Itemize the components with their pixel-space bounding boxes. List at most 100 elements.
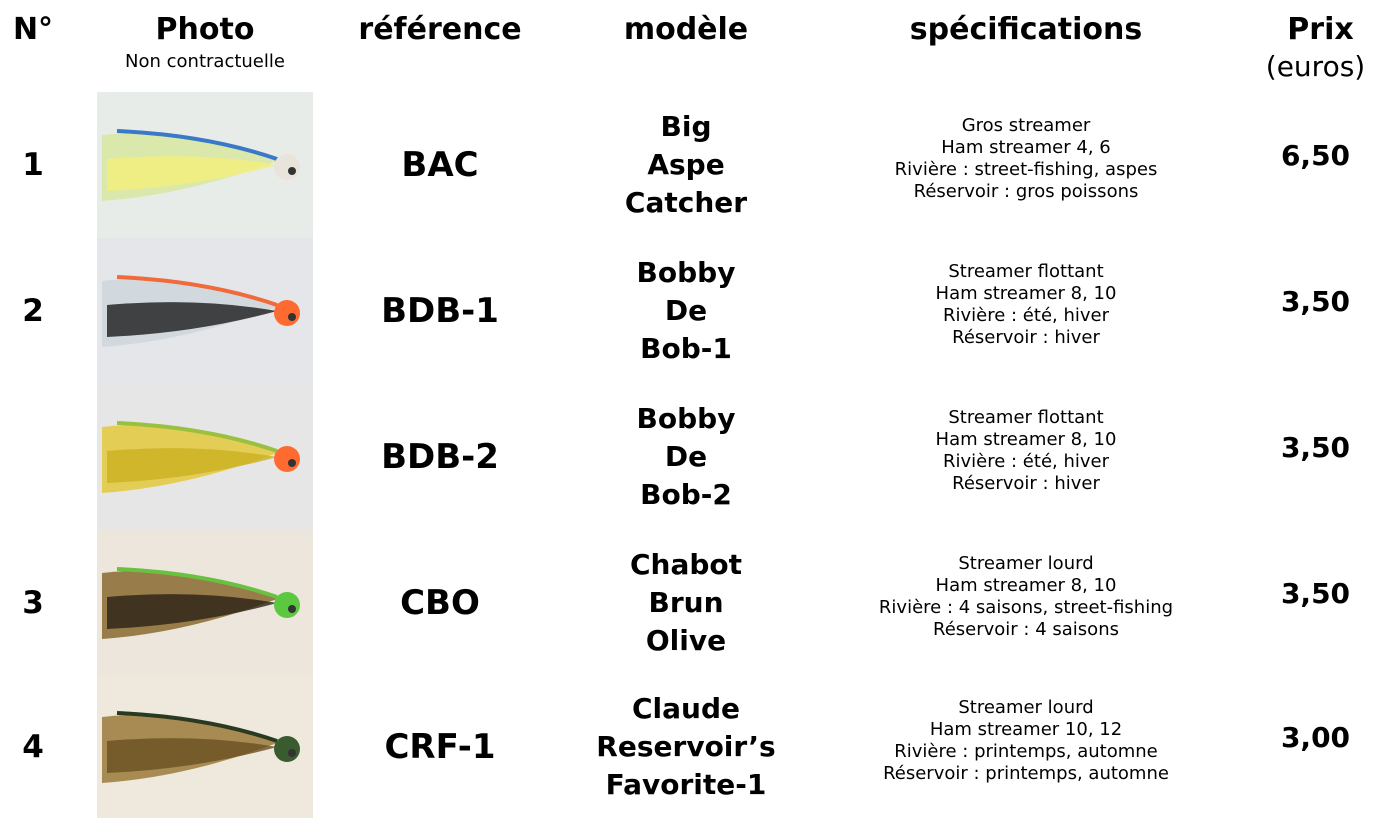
specifications: Streamer flottant Ham streamer 8, 10 Riviè… xyxy=(826,232,1226,378)
header-photo-note: Non contractuelle xyxy=(125,51,285,72)
reference-text: CRF-1 xyxy=(384,727,496,767)
model: Chabot Brun Olive xyxy=(566,530,806,676)
spec-line: Streamer flottant xyxy=(948,261,1104,282)
row-number: 3 xyxy=(0,530,66,676)
spec-line: Streamer lourd xyxy=(958,553,1094,574)
row-number: 4 xyxy=(0,676,66,818)
photo-shape xyxy=(288,459,296,467)
specifications: Gros streamer Ham streamer 4, 6 Rivière : … xyxy=(826,86,1226,232)
reference-text: BAC xyxy=(401,145,479,185)
spec-line: Streamer lourd xyxy=(958,697,1094,718)
photo-shape xyxy=(274,154,300,180)
model-line: Bob-2 xyxy=(640,478,732,511)
photo-shape xyxy=(107,302,277,337)
photo-shape xyxy=(107,738,277,773)
photo-shape xyxy=(288,167,296,175)
price-text: 3,00 xyxy=(1280,720,1351,754)
photo-shape xyxy=(116,567,278,599)
photo-shape xyxy=(288,313,296,321)
photo-shape xyxy=(116,421,278,453)
header-model: modèle xyxy=(623,12,749,47)
photo xyxy=(97,530,313,676)
model-line: Catcher xyxy=(624,186,748,219)
photo-shape xyxy=(274,736,300,762)
model-line: Aspe xyxy=(647,148,725,181)
reference-text: BDB-2 xyxy=(381,437,499,477)
spec-line: Rivière : été, hiver xyxy=(942,451,1109,472)
photo-shape xyxy=(116,711,278,743)
model-line: Chabot xyxy=(629,548,743,581)
specifications: Streamer flottant Ham streamer 8, 10 Riviè… xyxy=(826,378,1226,524)
price: 3,00 xyxy=(1250,666,1381,808)
spec-line: Streamer flottant xyxy=(948,407,1104,428)
reference-text: CBO xyxy=(400,583,480,623)
number-text: 4 xyxy=(22,729,44,765)
specifications: Streamer lourd Ham streamer 10, 12 Rivière… xyxy=(826,670,1226,812)
number-text: 1 xyxy=(22,147,44,183)
header-specifications: spécifications xyxy=(909,12,1143,47)
photo xyxy=(97,238,313,384)
model: Bobby De Bob-2 xyxy=(566,384,806,530)
photo-shape xyxy=(107,156,277,191)
photo xyxy=(97,384,313,530)
model-line: Bob-1 xyxy=(640,332,732,365)
spec-line: Rivière : printemps, automne xyxy=(894,741,1158,762)
photo-shape xyxy=(274,592,300,618)
number-text: 3 xyxy=(22,585,44,621)
spec-line: Ham streamer 10, 12 xyxy=(929,719,1123,740)
reference: CRF-1 xyxy=(340,676,540,818)
model-line: Big xyxy=(660,110,712,143)
model-line: Bobby xyxy=(636,256,736,289)
photo-shape xyxy=(274,446,300,472)
spec-line: Réservoir : hiver xyxy=(952,327,1100,348)
spec-line: Ham streamer 8, 10 xyxy=(935,283,1117,304)
price: 3,50 xyxy=(1250,374,1381,520)
reference: BDB-2 xyxy=(340,384,540,530)
number-text: 2 xyxy=(22,293,44,329)
photo-shape xyxy=(288,749,296,757)
spec-line: Ham streamer 8, 10 xyxy=(935,429,1117,450)
price: 6,50 xyxy=(1250,82,1381,228)
spec-line: Ham streamer 4, 6 xyxy=(941,137,1111,158)
price-text: 3,50 xyxy=(1280,430,1351,464)
spec-line: Rivière : 4 saisons, street-fishing xyxy=(878,597,1174,618)
price-text: 3,50 xyxy=(1280,284,1351,318)
spec-line: Réservoir : 4 saisons xyxy=(933,619,1119,640)
photo-shape xyxy=(288,605,296,613)
model-line: De xyxy=(664,440,708,473)
photo-shape xyxy=(116,275,278,307)
photo-shape xyxy=(274,300,300,326)
model: Claude Reservoir’s Favorite-1 xyxy=(566,676,806,818)
photo xyxy=(97,92,313,238)
model: Bobby De Bob-1 xyxy=(566,238,806,384)
spec-line: Réservoir : gros poissons xyxy=(913,181,1139,202)
photo-shape xyxy=(116,129,278,161)
specifications: Streamer lourd Ham streamer 8, 10 Rivière … xyxy=(826,524,1226,670)
header-price: Prix xyxy=(1287,12,1354,47)
photo-shape xyxy=(107,448,277,483)
price: 3,50 xyxy=(1250,228,1381,374)
reference-text: BDB-1 xyxy=(381,291,499,331)
price: 3,50 xyxy=(1250,520,1381,666)
spec-line: Ham streamer 8, 10 xyxy=(935,575,1117,596)
model-line: Brun xyxy=(648,586,724,619)
spec-line: Réservoir : hiver xyxy=(952,473,1100,494)
model: Big Aspe Catcher xyxy=(566,92,806,238)
price-text: 3,50 xyxy=(1280,576,1351,610)
row-number: 1 xyxy=(0,92,66,238)
model-line: Claude xyxy=(631,692,740,725)
model-line: Olive xyxy=(645,624,727,657)
model-line: De xyxy=(664,294,708,327)
model-line: Favorite-1 xyxy=(605,768,767,801)
photo-shape xyxy=(107,594,277,629)
price-text: 6,50 xyxy=(1280,138,1351,172)
model-line: Bobby xyxy=(636,402,736,435)
row-number: 2 xyxy=(0,238,66,384)
reference: CBO xyxy=(340,530,540,676)
spec-line: Réservoir : printemps, automne xyxy=(883,763,1169,784)
reference: BDB-1 xyxy=(340,238,540,384)
header-photo: Photo xyxy=(155,12,255,47)
model-line: Reservoir’s xyxy=(596,730,776,763)
spec-line: Rivière : street-fishing, aspes xyxy=(894,159,1158,180)
